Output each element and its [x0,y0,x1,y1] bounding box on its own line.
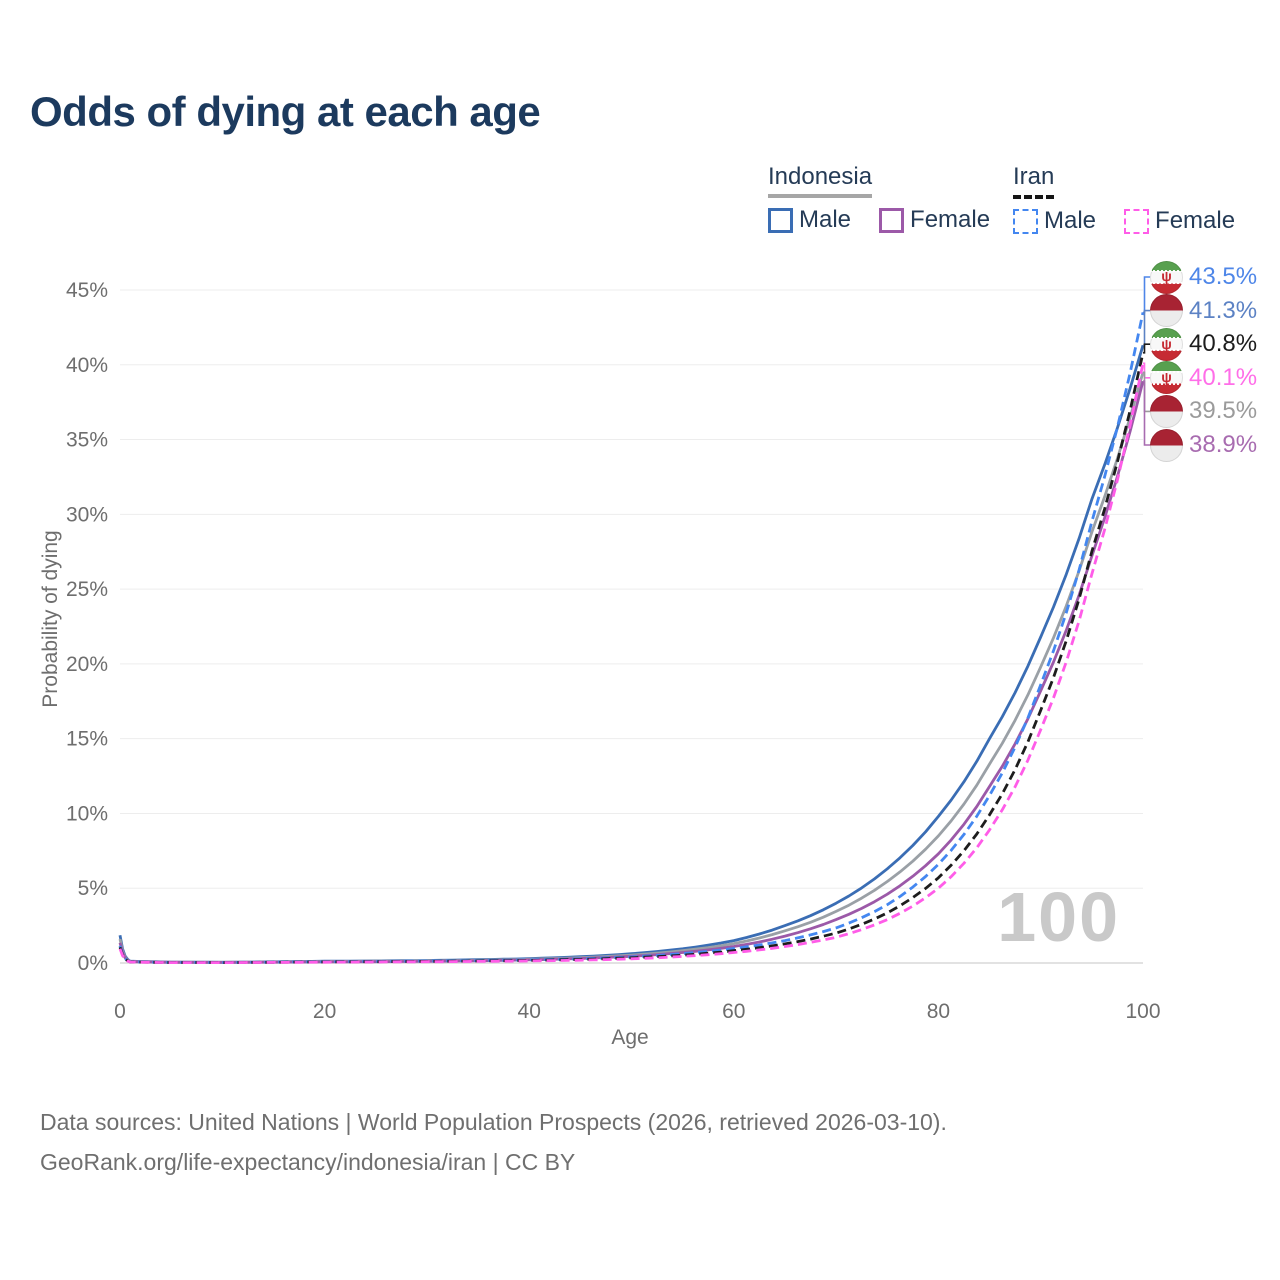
end-label-iran-female: ψ 40.1% [1150,361,1257,395]
x-tick-label: 20 [313,1000,336,1023]
y-tick-label: 5% [78,877,108,900]
page-title: Odds of dying at each age [30,88,541,135]
y-tick-label: 0% [78,952,108,975]
indonesia-female-label: Female [910,206,991,233]
indonesia-flag-icon [1150,394,1183,428]
legend-checkbox-indonesia-female[interactable]: Female [879,206,990,234]
footer: Data sources: United Nations | World Pop… [40,1102,947,1182]
iran-flag-icon: ψ [1150,327,1183,361]
legend-checkbox-indonesia-male[interactable]: Male [768,206,851,234]
x-tick-label: 0 [114,1000,126,1023]
end-label-indonesia-both: 39.5% [1150,394,1257,428]
x-tick-label: 100 [1125,1000,1160,1023]
series-line-indonesia-both [118,371,1145,964]
x-tick-label: 60 [722,1000,745,1023]
iran-male-label: Male [1044,207,1097,234]
indonesia-flag-icon [1150,294,1183,328]
y-tick-label: 45% [66,279,108,302]
legend-country-indonesia: Indonesia [768,163,873,198]
y-tick-label: 10% [66,802,108,825]
x-tick-label: 80 [927,1000,950,1023]
end-label-value: 39.5% [1189,397,1258,425]
end-label-value: 40.8% [1189,330,1258,358]
end-label-value: 40.1% [1189,363,1258,391]
series-line-iran-female [118,363,1145,964]
x-axis-title: Age [611,1026,649,1049]
y-tick-label: 15% [66,728,108,751]
iran-dashed-line-swatch [1013,195,1055,199]
end-label-value: 38.9% [1189,431,1258,458]
y-tick-label: 35% [66,429,108,452]
legend-country-iran-label: Iran [1013,163,1055,190]
end-label-indonesia-male: 41.3% [1150,294,1257,328]
y-axis-title: Probability of dying [39,530,62,708]
indonesia-solid-line-swatch [768,194,873,198]
series-line-iran-both [118,352,1145,964]
indonesia-flag-icon [1150,428,1183,462]
series-line-iran-male [118,312,1145,964]
age-watermark: 100 [997,878,1120,956]
iran-flag-icon: ψ [1150,361,1183,395]
legend-country-iran: Iran [1013,163,1055,199]
end-label-indonesia-female: 38.9% [1150,428,1257,462]
end-label-value: 43.5% [1189,263,1258,290]
y-tick-label: 20% [66,653,108,676]
end-label-iran-male: ψ 43.5% [1150,260,1257,294]
end-label-connector [1143,380,1152,446]
series-line-indonesia-female [118,380,1145,964]
y-tick-label: 30% [66,503,108,526]
series-line-indonesia-male [118,344,1145,964]
end-label-connector [1143,362,1152,379]
end-label-iran-both: ψ 40.8% [1150,327,1257,361]
end-label-value: 41.3% [1189,296,1258,324]
iran-male-checkbox-icon[interactable] [1013,208,1038,234]
indonesia-male-label: Male [799,206,852,233]
footer-attribution: GeoRank.org/life-expectancy/indonesia/ir… [40,1149,576,1175]
x-tick-label: 40 [518,1000,541,1023]
end-label-connector [1143,343,1152,354]
chart-svg: 0% 5% 10% 15% 20% 25% 30% 35% 40% 45% 0 20 40 60 80 100… [66,276,1161,1023]
legend-country-indonesia-label: Indonesia [768,163,873,190]
indonesia-female-checkbox-icon[interactable] [879,207,905,233]
y-tick-label: 40% [66,354,108,377]
iran-female-checkbox-icon[interactable] [1124,208,1150,234]
iran-female-label: Female [1155,207,1236,234]
iran-flag-icon: ψ [1150,260,1183,294]
legend-checkbox-iran-male[interactable]: Male [1013,207,1096,235]
legend-checkbox-iran-female[interactable]: Female [1124,207,1235,235]
indonesia-male-checkbox-icon[interactable] [768,207,793,233]
legend-group-iran: Iran Male Female [1013,163,1235,235]
legend-group-indonesia: Indonesia Male Female [768,163,990,234]
footer-sources: Data sources: United Nations | World Pop… [40,1109,947,1135]
y-tick-label: 25% [66,578,108,601]
